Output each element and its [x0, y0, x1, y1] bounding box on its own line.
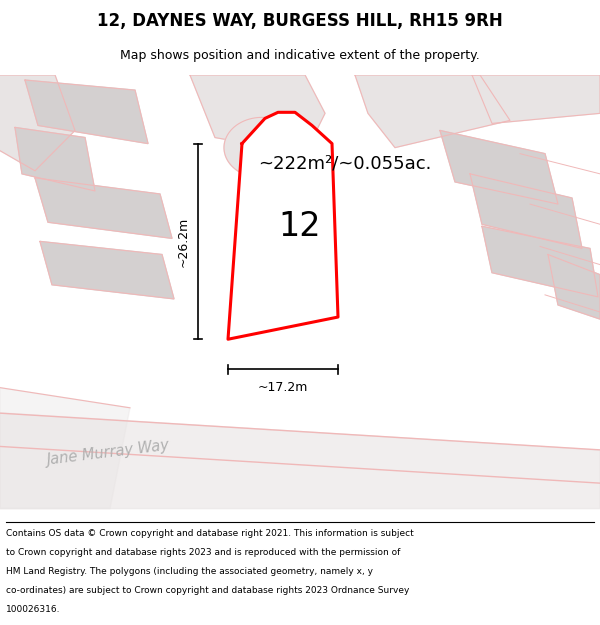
- Text: ~17.2m: ~17.2m: [258, 381, 308, 394]
- Polygon shape: [40, 241, 174, 299]
- Text: Map shows position and indicative extent of the property.: Map shows position and indicative extent…: [120, 49, 480, 62]
- Text: to Crown copyright and database rights 2023 and is reproduced with the permissio: to Crown copyright and database rights 2…: [6, 548, 400, 557]
- Text: ~26.2m: ~26.2m: [177, 216, 190, 266]
- Polygon shape: [190, 75, 325, 154]
- Polygon shape: [472, 75, 600, 123]
- Polygon shape: [224, 118, 300, 178]
- Text: 12, DAYNES WAY, BURGESS HILL, RH15 9RH: 12, DAYNES WAY, BURGESS HILL, RH15 9RH: [97, 12, 503, 30]
- Polygon shape: [548, 254, 600, 319]
- Polygon shape: [440, 131, 558, 204]
- Text: ~222m²/~0.055ac.: ~222m²/~0.055ac.: [258, 155, 431, 172]
- Polygon shape: [470, 174, 582, 249]
- Polygon shape: [0, 75, 75, 171]
- Polygon shape: [25, 80, 148, 144]
- Text: Jane Murray Way: Jane Murray Way: [46, 438, 170, 468]
- Text: 12: 12: [278, 210, 322, 242]
- Text: Contains OS data © Crown copyright and database right 2021. This information is : Contains OS data © Crown copyright and d…: [6, 529, 414, 538]
- Polygon shape: [355, 75, 510, 148]
- Polygon shape: [0, 388, 130, 509]
- Text: co-ordinates) are subject to Crown copyright and database rights 2023 Ordnance S: co-ordinates) are subject to Crown copyr…: [6, 586, 409, 595]
- Text: 100026316.: 100026316.: [6, 606, 61, 614]
- Text: HM Land Registry. The polygons (including the associated geometry, namely x, y: HM Land Registry. The polygons (includin…: [6, 568, 373, 576]
- Polygon shape: [35, 178, 172, 238]
- Polygon shape: [0, 413, 600, 509]
- Polygon shape: [482, 226, 598, 297]
- Polygon shape: [15, 127, 95, 191]
- Polygon shape: [228, 112, 338, 339]
